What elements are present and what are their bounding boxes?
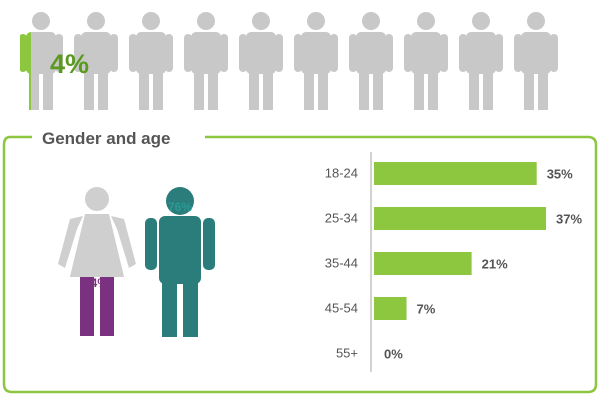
category-label: 18-24 [325, 166, 358, 181]
population-figure-strip [20, 12, 558, 110]
person-icon [459, 12, 503, 110]
section-title: Gender and age [42, 129, 170, 148]
male-icon [145, 187, 215, 337]
value-label: 0% [384, 347, 403, 362]
person-icon [514, 12, 558, 110]
value-label: 21% [482, 257, 508, 272]
female-percent: 24% [84, 276, 108, 290]
value-label: 7% [417, 302, 436, 317]
person-icon [129, 12, 173, 110]
person-icon [294, 12, 338, 110]
value-label: 37% [556, 212, 582, 227]
value-label: 35% [547, 167, 573, 182]
person-icon [404, 12, 448, 110]
person-icon [184, 12, 228, 110]
person-icon [349, 12, 393, 110]
highlight-percent: 4% [50, 49, 89, 79]
person-icon [20, 12, 63, 110]
age-bar-chart: 18-24 35% 25-34 37% 35-44 21% 45-54 7% 55+ 0% [325, 152, 582, 372]
bar [374, 252, 472, 275]
category-label: 35-44 [325, 256, 358, 271]
category-label: 55+ [336, 346, 358, 361]
person-icon [239, 12, 283, 110]
category-label: 25-34 [325, 211, 358, 226]
bar [374, 162, 537, 185]
male-percent: 76% [168, 200, 192, 214]
bar [374, 207, 546, 230]
category-label: 45-54 [325, 301, 358, 316]
section-frame [2, 135, 598, 394]
female-icon [58, 187, 136, 336]
bar [374, 297, 407, 320]
person-icon [74, 12, 118, 110]
